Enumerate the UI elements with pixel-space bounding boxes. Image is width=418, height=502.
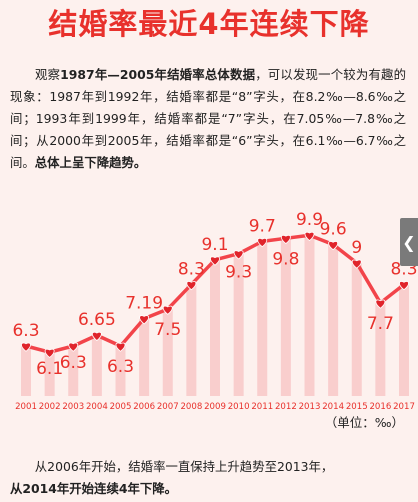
heart-marker [44, 348, 55, 358]
data-bar [257, 241, 268, 396]
value-label: 7.5 [154, 320, 181, 340]
x-tick-label: 2016 [369, 402, 391, 412]
value-label: 6.65 [78, 310, 116, 330]
value-label: 7.19 [125, 294, 163, 314]
data-bar [139, 318, 150, 396]
intro-bold-range: 1987年—2005年结婚率总体数据 [60, 67, 256, 82]
data-bar [399, 284, 409, 396]
page-title: 结婚率最近4年连续下降 [48, 7, 370, 41]
value-label: 9.8 [272, 249, 299, 269]
heart-marker [162, 305, 173, 315]
x-tick-label: 2007 [157, 402, 179, 412]
x-tick-group: 2001 2002 2003 2004 2005 2006 2007 2008 2009 2010… [15, 402, 415, 412]
value-label: 6.3 [107, 357, 134, 377]
x-tick-label: 2006 [133, 402, 155, 412]
outro-lead: 从2006年开始，结婚率一直保持上升趋势至2013年， [34, 459, 334, 474]
data-bar [304, 235, 315, 396]
data-bar [328, 244, 339, 396]
value-label: 9.9 [296, 210, 323, 230]
unit-label: （单位：‰） [324, 415, 404, 430]
heart-marker [68, 342, 79, 352]
data-bar [280, 238, 291, 396]
heart-marker [186, 281, 197, 291]
heart-marker [375, 299, 386, 309]
x-tick-label: 2003 [62, 402, 84, 412]
x-tick-label: 2005 [110, 402, 132, 412]
heart-marker [399, 281, 409, 291]
intro-paragraph: 观察1987年—2005年结婚率总体数据，可以发现一个较为有趣的现象：1987年… [10, 64, 406, 174]
heart-marker [91, 331, 102, 342]
value-label: 9.1 [201, 235, 228, 255]
outro-paragraph: 从2006年开始，结婚率一直保持上升趋势至2013年， 从2014年开始连续4年下… [10, 456, 406, 500]
data-bar [21, 346, 31, 396]
x-tick-label: 2004 [86, 402, 108, 412]
value-label: 6.3 [60, 353, 87, 373]
data-bar [162, 309, 173, 396]
heart-marker [257, 238, 268, 248]
heart-marker [328, 241, 339, 251]
value-label: 6.3 [12, 321, 39, 341]
data-bar [210, 259, 220, 396]
intro-conclusion: 总体上呈下降趋势。 [34, 155, 147, 170]
value-label: 9 [351, 238, 362, 258]
data-bar [91, 335, 102, 396]
x-tick-label: 2015 [346, 402, 368, 412]
data-bar [375, 302, 386, 396]
x-tick-label: 2010 [228, 402, 250, 412]
outro-bold: 从2014年开始连续4年下降。 [10, 481, 178, 496]
value-label-group: 6.36.16.36.656.37.197.58.39.19.39.79.89.… [12, 210, 417, 379]
value-label: 9.6 [320, 219, 347, 239]
x-tick-label: 2011 [251, 402, 273, 412]
heart-marker [21, 342, 31, 352]
value-label: 6.1 [36, 359, 63, 379]
intro-body: ，可以发现一个较为有趣的现象：1987年到1992年，结婚率都是“8”字头，在8… [10, 67, 407, 170]
x-tick-label: 2008 [180, 402, 202, 412]
value-label: 9.3 [225, 263, 252, 283]
heart-marker [210, 256, 220, 266]
intro-lead: 观察 [34, 67, 61, 82]
marriage-rate-chart: 6.36.16.36.656.37.197.58.39.19.39.79.89.… [12, 210, 417, 412]
heart-marker [280, 234, 291, 245]
data-bar [186, 284, 197, 396]
marker-group [21, 231, 409, 358]
x-tick-label: 2002 [39, 402, 61, 412]
heart-marker [304, 231, 315, 242]
heart-marker [115, 342, 126, 352]
data-bar [115, 346, 126, 396]
value-label: 8.3 [178, 259, 205, 279]
x-tick-label: 2009 [204, 402, 226, 412]
data-bar [351, 262, 362, 396]
x-tick-label: 2001 [15, 402, 37, 412]
data-bar [44, 352, 55, 396]
data-bar [233, 253, 244, 396]
value-label: 9.7 [249, 216, 276, 236]
data-bar [68, 346, 79, 396]
x-tick-label: 2013 [299, 402, 321, 412]
heart-marker [139, 315, 150, 325]
bar-group [21, 235, 409, 396]
heart-marker [351, 259, 362, 269]
chevron-left-icon[interactable]: ❮ [400, 218, 418, 266]
value-label: 7.7 [367, 314, 394, 334]
x-tick-label: 2017 [393, 402, 415, 412]
heart-marker [233, 250, 244, 260]
x-tick-label: 2012 [275, 402, 297, 412]
x-tick-label: 2014 [322, 402, 344, 412]
